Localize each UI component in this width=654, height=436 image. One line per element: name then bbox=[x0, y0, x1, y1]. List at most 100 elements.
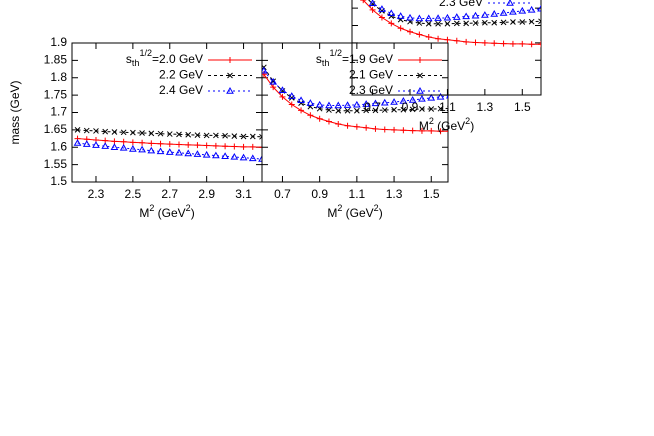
data-point bbox=[378, 5, 386, 12]
data-point bbox=[397, 25, 404, 32]
data-point bbox=[499, 8, 508, 16]
data-point bbox=[119, 143, 128, 151]
data-point bbox=[416, 20, 423, 26]
data-point bbox=[387, 9, 396, 17]
data-point bbox=[380, 98, 389, 106]
data-point bbox=[419, 106, 425, 112]
data-point bbox=[519, 40, 526, 47]
data-point bbox=[315, 100, 324, 108]
data-point bbox=[298, 107, 305, 114]
x-tick-label: 0.7 bbox=[274, 187, 291, 201]
legend-label: 2.1 GeV bbox=[349, 68, 393, 82]
data-point bbox=[202, 150, 211, 158]
data-point bbox=[231, 143, 238, 150]
data-point bbox=[307, 112, 314, 119]
legend-name: =1.9 GeV bbox=[342, 52, 393, 66]
series-line bbox=[77, 142, 262, 160]
legend-label: 2.4 GeV bbox=[159, 83, 203, 97]
legend-label: 2.2 GeV bbox=[159, 68, 203, 82]
data-point bbox=[258, 155, 262, 162]
data-point bbox=[425, 33, 432, 40]
data-point bbox=[396, 12, 405, 19]
data-point bbox=[409, 106, 416, 113]
x-axis-label-part: 2 bbox=[337, 203, 342, 213]
data-point bbox=[120, 138, 127, 145]
data-point bbox=[102, 128, 109, 135]
data-point bbox=[480, 11, 489, 18]
data-point bbox=[240, 133, 247, 140]
plot-area bbox=[360, 0, 541, 48]
data-point bbox=[353, 123, 360, 130]
data-point bbox=[166, 131, 173, 137]
x-tick-label: 2.7 bbox=[161, 187, 178, 201]
data-point bbox=[428, 106, 435, 112]
data-point bbox=[444, 20, 451, 27]
data-point bbox=[391, 106, 397, 113]
data-point bbox=[360, 0, 367, 4]
data-point bbox=[538, 41, 541, 48]
data-point bbox=[259, 133, 262, 140]
data-point bbox=[390, 98, 398, 105]
x-axis-label: M2 (GeV2) bbox=[139, 203, 194, 220]
legend-name: 2.2 GeV bbox=[159, 68, 203, 82]
x-tick-label: 3.1 bbox=[235, 187, 252, 201]
y-tick-label: 1.55 bbox=[44, 157, 68, 171]
data-point bbox=[120, 129, 127, 136]
data-point bbox=[259, 144, 262, 151]
data-point bbox=[230, 152, 239, 160]
data-point bbox=[434, 14, 442, 21]
data-point bbox=[278, 86, 287, 93]
x-tick-label: 2.3 bbox=[88, 187, 105, 201]
legend-name: 2.4 GeV bbox=[159, 83, 203, 97]
data-point bbox=[248, 154, 257, 162]
data-point bbox=[147, 146, 156, 154]
data-point bbox=[157, 140, 164, 147]
data-point bbox=[416, 31, 423, 38]
data-point bbox=[92, 141, 100, 148]
x-tick-label: 1.1 bbox=[349, 187, 366, 201]
x-axis-label-part: 2 bbox=[149, 203, 154, 213]
data-point bbox=[425, 20, 432, 27]
data-point bbox=[82, 140, 91, 147]
legend-name: 2.3 GeV bbox=[349, 83, 393, 97]
y-tick-label: 1.8 bbox=[50, 70, 67, 84]
data-point bbox=[406, 13, 414, 21]
data-point bbox=[194, 132, 201, 138]
data-point bbox=[148, 140, 155, 147]
legend-marker bbox=[416, 86, 424, 94]
x-tick-label: 2.9 bbox=[198, 187, 215, 201]
x-tick-label: 1.3 bbox=[386, 187, 403, 201]
data-point bbox=[378, 14, 385, 21]
y-tick-label: 1.75 bbox=[44, 87, 68, 101]
x-axis-label-part: (GeV bbox=[154, 206, 185, 220]
data-point bbox=[418, 127, 425, 134]
data-point bbox=[101, 142, 110, 149]
plot-area bbox=[73, 127, 262, 162]
data-point bbox=[298, 100, 304, 106]
legend-marker bbox=[417, 72, 423, 79]
data-point bbox=[437, 105, 444, 112]
y-tick-label: 1.65 bbox=[44, 122, 68, 136]
data-point bbox=[509, 40, 516, 47]
data-point bbox=[437, 128, 444, 135]
x-tick-label: 1.1 bbox=[439, 100, 456, 114]
data-point bbox=[428, 127, 435, 134]
data-point bbox=[388, 13, 395, 19]
data-point bbox=[316, 115, 323, 122]
series-line bbox=[368, 0, 541, 20]
legend-label: 2.3 GeV bbox=[349, 83, 393, 97]
y-tick-label: 1.9 bbox=[50, 35, 67, 49]
data-point bbox=[446, 130, 448, 132]
panel: 1.5 1.55 1.6 1.65 1.7 1.75 1.8 1.85 1.9 2.3 2.5 2.7… bbox=[8, 35, 263, 220]
legend-label: sth1/2=1.9 GeV bbox=[316, 48, 393, 68]
data-point bbox=[231, 133, 238, 139]
data-point bbox=[194, 142, 201, 149]
data-point bbox=[518, 6, 527, 14]
data-point bbox=[157, 130, 164, 137]
data-point bbox=[203, 132, 210, 139]
data-point bbox=[354, 107, 360, 114]
data-point bbox=[463, 38, 470, 45]
x-tick-label: 1.5 bbox=[423, 187, 440, 201]
data-point bbox=[369, 6, 376, 13]
